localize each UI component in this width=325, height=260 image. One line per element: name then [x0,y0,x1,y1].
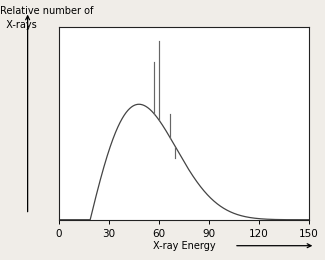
Text: X-ray Energy: X-ray Energy [153,241,215,251]
Text: Relative number of: Relative number of [0,6,93,16]
Text: X-rays: X-rays [0,20,37,29]
